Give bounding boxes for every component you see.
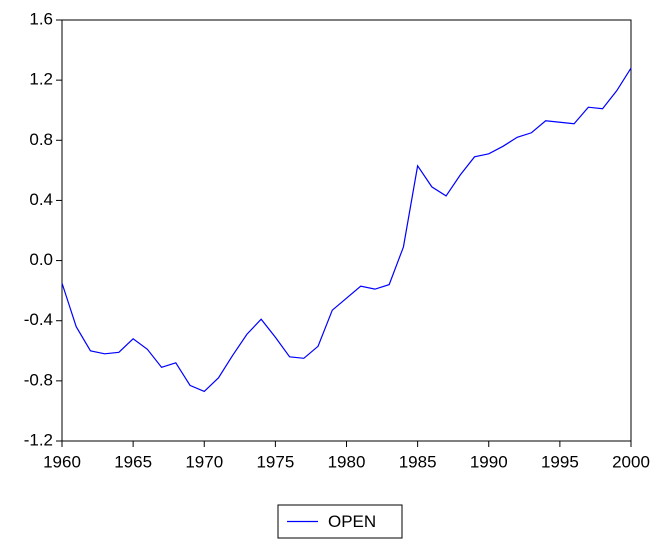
x-tick-label: 1965 bbox=[114, 452, 152, 471]
x-tick-label: 1980 bbox=[328, 452, 366, 471]
y-tick-label: 0.8 bbox=[29, 130, 53, 149]
x-tick-label: 2000 bbox=[612, 452, 650, 471]
x-tick-label: 1975 bbox=[256, 452, 294, 471]
y-tick-label: 0.4 bbox=[29, 190, 53, 209]
x-tick-label: 1960 bbox=[43, 452, 81, 471]
x-tick-label: 1990 bbox=[470, 452, 508, 471]
plot-frame bbox=[61, 19, 632, 442]
y-tick-label: 0.0 bbox=[29, 250, 53, 269]
x-tick-label: 1970 bbox=[185, 452, 223, 471]
y-tick-label: -0.4 bbox=[24, 310, 53, 329]
legend-label: OPEN bbox=[328, 512, 376, 531]
y-tick-label: 1.6 bbox=[29, 9, 53, 28]
line-series bbox=[61, 67, 632, 393]
y-tick-label: -0.8 bbox=[24, 370, 53, 389]
x-tick-label: 1995 bbox=[541, 452, 579, 471]
x-tick-label: 1985 bbox=[399, 452, 437, 471]
y-tick-label: 1.2 bbox=[29, 70, 53, 89]
y-tick-label: -1.2 bbox=[24, 430, 53, 449]
